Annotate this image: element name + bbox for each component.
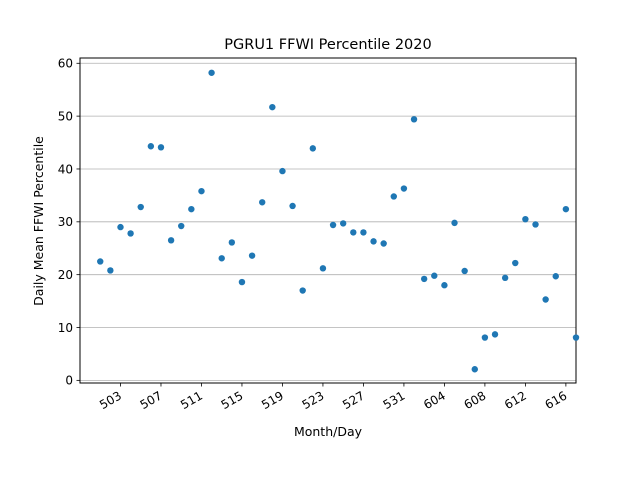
data-point (299, 287, 306, 294)
y-tick-label: 40 (58, 162, 73, 176)
data-point (157, 144, 165, 151)
data-point (562, 205, 570, 213)
data-point (542, 296, 549, 303)
y-tick-label: 20 (58, 268, 73, 282)
chart-title: PGRU1 FFWI Percentile 2020 (224, 37, 431, 53)
data-point (198, 187, 205, 195)
data-point (410, 116, 418, 123)
x-tick-label: 523 (300, 388, 327, 412)
data-point (329, 221, 337, 229)
data-point (238, 278, 246, 286)
data-point (167, 237, 175, 244)
data-point (441, 282, 448, 289)
data-point (572, 334, 580, 341)
plot-frame (79, 57, 577, 384)
data-point (269, 103, 276, 111)
y-tick-label: 0 (65, 374, 73, 388)
x-tick-label: 519 (259, 388, 286, 412)
data-point (319, 265, 327, 272)
data-point (107, 267, 114, 274)
x-tick-label: 531 (381, 388, 408, 412)
data-point (431, 272, 438, 279)
y-axis: 0 10 20 30 40 50 60 (58, 57, 80, 388)
x-axis: 503 507 511 515 519 523 527 531 604 608 612 616 (97, 383, 569, 412)
data-point (471, 366, 478, 373)
data-point (147, 143, 155, 150)
data-point (451, 219, 458, 227)
data-point (137, 203, 144, 211)
x-tick-label: 612 (502, 388, 529, 412)
data-point (370, 238, 377, 245)
data-point (97, 258, 104, 265)
y-tick-label: 60 (58, 57, 73, 71)
y-tick-label: 30 (58, 215, 73, 229)
data-point (339, 220, 347, 227)
x-tick-label: 616 (543, 388, 570, 412)
data-point (178, 222, 185, 230)
data-points (97, 69, 580, 373)
data-point (420, 275, 428, 283)
x-axis-label: Month/Day (294, 424, 363, 439)
gridlines (80, 62, 576, 381)
data-point (188, 205, 195, 213)
data-point (522, 215, 529, 223)
data-point (218, 255, 225, 262)
data-point (127, 230, 134, 237)
x-tick-label: 507 (138, 388, 165, 412)
x-tick-label: 527 (340, 388, 367, 412)
x-tick-label: 608 (462, 388, 489, 412)
y-tick-label: 50 (58, 109, 73, 123)
data-point (390, 193, 397, 200)
data-point (491, 331, 499, 338)
data-point (350, 229, 357, 236)
data-point (532, 221, 539, 228)
data-point (289, 202, 296, 210)
data-point (380, 240, 387, 247)
x-tick-label: 511 (178, 388, 205, 412)
data-point (360, 229, 367, 236)
data-point (259, 199, 266, 206)
data-point (461, 267, 468, 275)
data-point (279, 167, 286, 175)
data-point (309, 145, 317, 152)
x-tick-label: 515 (219, 388, 246, 412)
y-tick-label: 10 (58, 321, 73, 335)
data-point (552, 273, 559, 280)
y-axis-label: Daily Mean FFWI Percentile (31, 136, 46, 306)
data-point (501, 274, 509, 282)
x-tick-label: 604 (421, 388, 448, 412)
data-point (400, 185, 408, 192)
data-point (512, 259, 519, 267)
x-tick-label: 503 (97, 388, 124, 412)
data-point (117, 223, 124, 231)
data-point (228, 239, 236, 246)
data-point (248, 252, 256, 259)
data-point (208, 69, 215, 76)
data-point (481, 334, 489, 341)
